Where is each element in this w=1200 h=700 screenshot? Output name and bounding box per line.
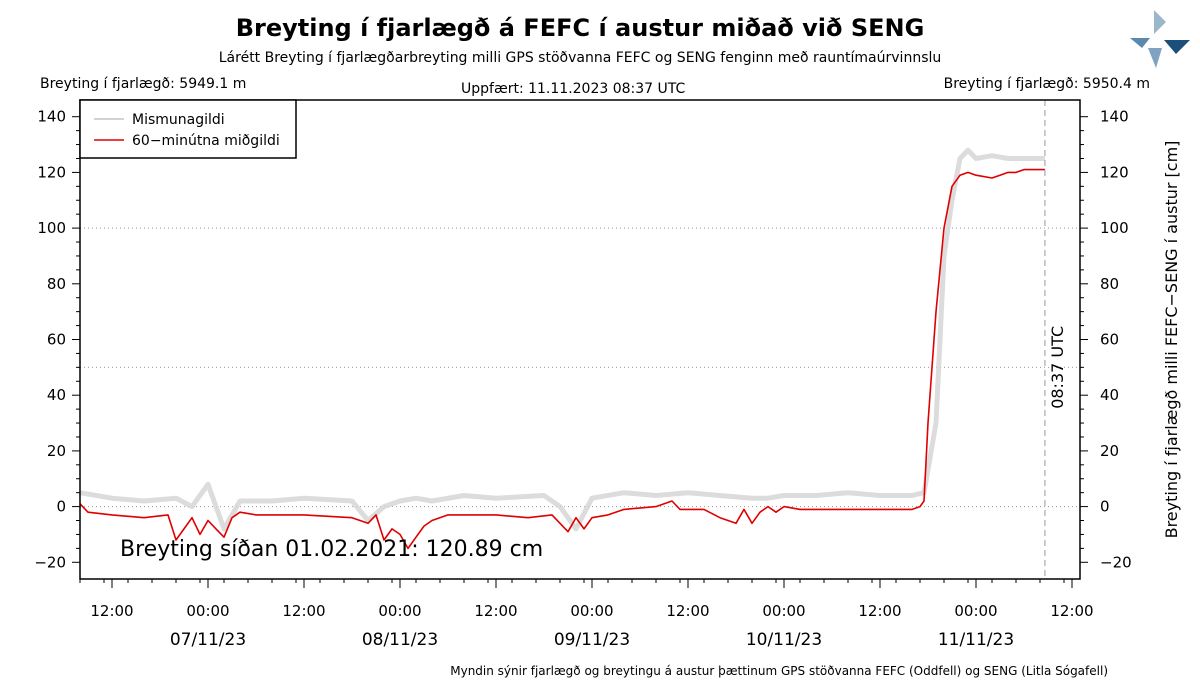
x-date-label: 07/11/23 <box>170 630 246 650</box>
y-tick-label-left: 120 <box>37 163 66 181</box>
right-distance-info: Breyting í fjarlægð: 5950.4 m <box>943 76 1150 92</box>
legend-entry: 60−minútna miðgildi <box>132 133 280 149</box>
chart-title: Breyting í fjarlægð á FEFC í austur miða… <box>235 14 925 42</box>
x-tick-label: 12:00 <box>666 602 709 620</box>
y-tick-label-left: 20 <box>47 442 66 460</box>
y-axis-label: Breyting í fjarlægð milli FEFC−SENG í au… <box>1162 141 1181 539</box>
x-tick-label: 00:00 <box>954 602 997 620</box>
legend-box <box>79 99 297 159</box>
change-annotation: Breyting síðan 01.02.2021: 120.89 cm <box>120 537 543 562</box>
y-tick-label-right: 20 <box>1100 442 1119 460</box>
x-date-label: 09/11/23 <box>554 630 630 650</box>
now-vline-label: 08:37 UTC <box>1048 326 1067 409</box>
y-tick-label-left: −20 <box>34 553 66 571</box>
y-tick-label-left: 40 <box>47 386 66 404</box>
y-tick-label-right: 140 <box>1100 108 1129 126</box>
imo-logo-icon <box>1130 10 1190 68</box>
x-tick-label: 12:00 <box>474 602 517 620</box>
updated-timestamp: Uppfært: 11.11.2023 08:37 UTC <box>461 81 686 97</box>
x-tick-label: 00:00 <box>762 602 805 620</box>
plot-frame <box>79 99 1081 580</box>
x-tick-label: 12:00 <box>282 602 325 620</box>
x-date-label: 10/11/23 <box>746 630 822 650</box>
y-tick-label-left: 0 <box>56 498 66 516</box>
x-tick-label: 00:00 <box>186 602 229 620</box>
y-tick-label-right: 120 <box>1100 163 1129 181</box>
y-tick-label-left: 140 <box>37 108 66 126</box>
series-line-mismunagildi <box>80 147 1045 532</box>
x-tick-label: 12:00 <box>90 602 133 620</box>
left-distance-info: Breyting í fjarlægð: 5949.1 m <box>40 76 247 92</box>
x-tick-label: 12:00 <box>858 602 901 620</box>
y-tick-label-right: 0 <box>1100 498 1110 516</box>
x-tick-label: 12:00 <box>1050 602 1093 620</box>
chart-footer: Myndin sýnir fjarlægð og breytingu á aus… <box>450 664 1108 678</box>
y-tick-label-right: 80 <box>1100 275 1119 293</box>
y-tick-label-right: 40 <box>1100 386 1119 404</box>
x-tick-label: 00:00 <box>378 602 421 620</box>
y-tick-label-right: 60 <box>1100 331 1119 349</box>
y-tick-label-right: 100 <box>1100 219 1129 237</box>
x-tick-label: 00:00 <box>570 602 613 620</box>
chart-subtitle: Lárétt Breyting í fjarlægðarbreyting mil… <box>218 50 942 66</box>
x-date-label: 08/11/23 <box>362 630 438 650</box>
x-date-label: 11/11/23 <box>938 630 1014 650</box>
series-line-median <box>80 168 1045 550</box>
y-tick-label-left: 80 <box>47 275 66 293</box>
y-tick-label-left: 100 <box>37 219 66 237</box>
y-tick-label-left: 60 <box>47 331 66 349</box>
legend-entry: Mismunagildi <box>132 112 225 128</box>
y-tick-label-right: −20 <box>1100 553 1132 571</box>
